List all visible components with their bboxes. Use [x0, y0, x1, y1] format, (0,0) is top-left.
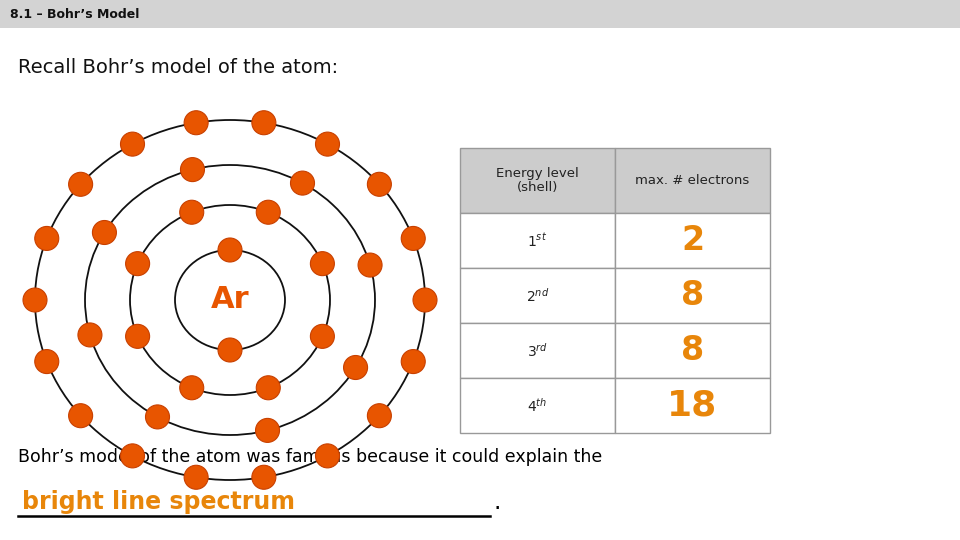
Text: Ar: Ar	[210, 286, 250, 314]
Circle shape	[310, 252, 334, 275]
FancyBboxPatch shape	[615, 378, 770, 433]
Circle shape	[358, 253, 382, 277]
Circle shape	[368, 404, 392, 428]
Circle shape	[121, 444, 145, 468]
Circle shape	[184, 111, 208, 135]
Circle shape	[310, 325, 334, 348]
Circle shape	[78, 323, 102, 347]
Text: Bohr’s model of the atom was famous because it could explain the: Bohr’s model of the atom was famous beca…	[18, 448, 602, 466]
FancyBboxPatch shape	[460, 213, 615, 268]
Circle shape	[180, 376, 204, 400]
FancyBboxPatch shape	[460, 148, 615, 213]
Text: 8: 8	[681, 334, 704, 367]
Circle shape	[68, 172, 92, 197]
FancyBboxPatch shape	[0, 0, 960, 28]
Circle shape	[218, 338, 242, 362]
Text: Recall Bohr’s model of the atom:: Recall Bohr’s model of the atom:	[18, 58, 338, 77]
FancyBboxPatch shape	[615, 213, 770, 268]
FancyBboxPatch shape	[615, 268, 770, 323]
Text: 3$^{rd}$: 3$^{rd}$	[527, 342, 548, 360]
Circle shape	[344, 355, 368, 380]
Circle shape	[180, 158, 204, 181]
Circle shape	[316, 132, 340, 156]
Circle shape	[184, 465, 208, 489]
Text: 8.1 – Bohr’s Model: 8.1 – Bohr’s Model	[10, 8, 139, 21]
Circle shape	[401, 226, 425, 251]
Circle shape	[68, 404, 92, 428]
FancyBboxPatch shape	[460, 268, 615, 323]
Circle shape	[92, 220, 116, 245]
Circle shape	[255, 418, 279, 442]
Circle shape	[121, 132, 145, 156]
Circle shape	[256, 200, 280, 224]
Circle shape	[35, 226, 59, 251]
Circle shape	[413, 288, 437, 312]
Circle shape	[146, 405, 170, 429]
Text: 8: 8	[681, 279, 704, 312]
Circle shape	[401, 349, 425, 374]
Text: 1$^{st}$: 1$^{st}$	[527, 232, 547, 249]
Text: max. # electrons: max. # electrons	[636, 174, 750, 187]
Circle shape	[23, 288, 47, 312]
Text: 2: 2	[681, 224, 704, 257]
Text: .: .	[494, 490, 501, 514]
Text: 18: 18	[667, 388, 718, 422]
Circle shape	[252, 111, 276, 135]
Circle shape	[180, 200, 204, 224]
FancyBboxPatch shape	[615, 323, 770, 378]
Circle shape	[35, 349, 59, 374]
FancyBboxPatch shape	[460, 378, 615, 433]
Text: 4$^{th}$: 4$^{th}$	[527, 396, 547, 415]
Circle shape	[252, 465, 276, 489]
Text: 2$^{nd}$: 2$^{nd}$	[526, 287, 549, 305]
Circle shape	[291, 171, 315, 195]
Circle shape	[126, 252, 150, 275]
Text: Energy level
(shell): Energy level (shell)	[496, 166, 579, 194]
Circle shape	[256, 376, 280, 400]
FancyBboxPatch shape	[460, 323, 615, 378]
Circle shape	[218, 238, 242, 262]
Circle shape	[126, 325, 150, 348]
FancyBboxPatch shape	[615, 148, 770, 213]
Text: bright line spectrum: bright line spectrum	[22, 490, 295, 514]
Circle shape	[316, 444, 340, 468]
Circle shape	[368, 172, 392, 197]
